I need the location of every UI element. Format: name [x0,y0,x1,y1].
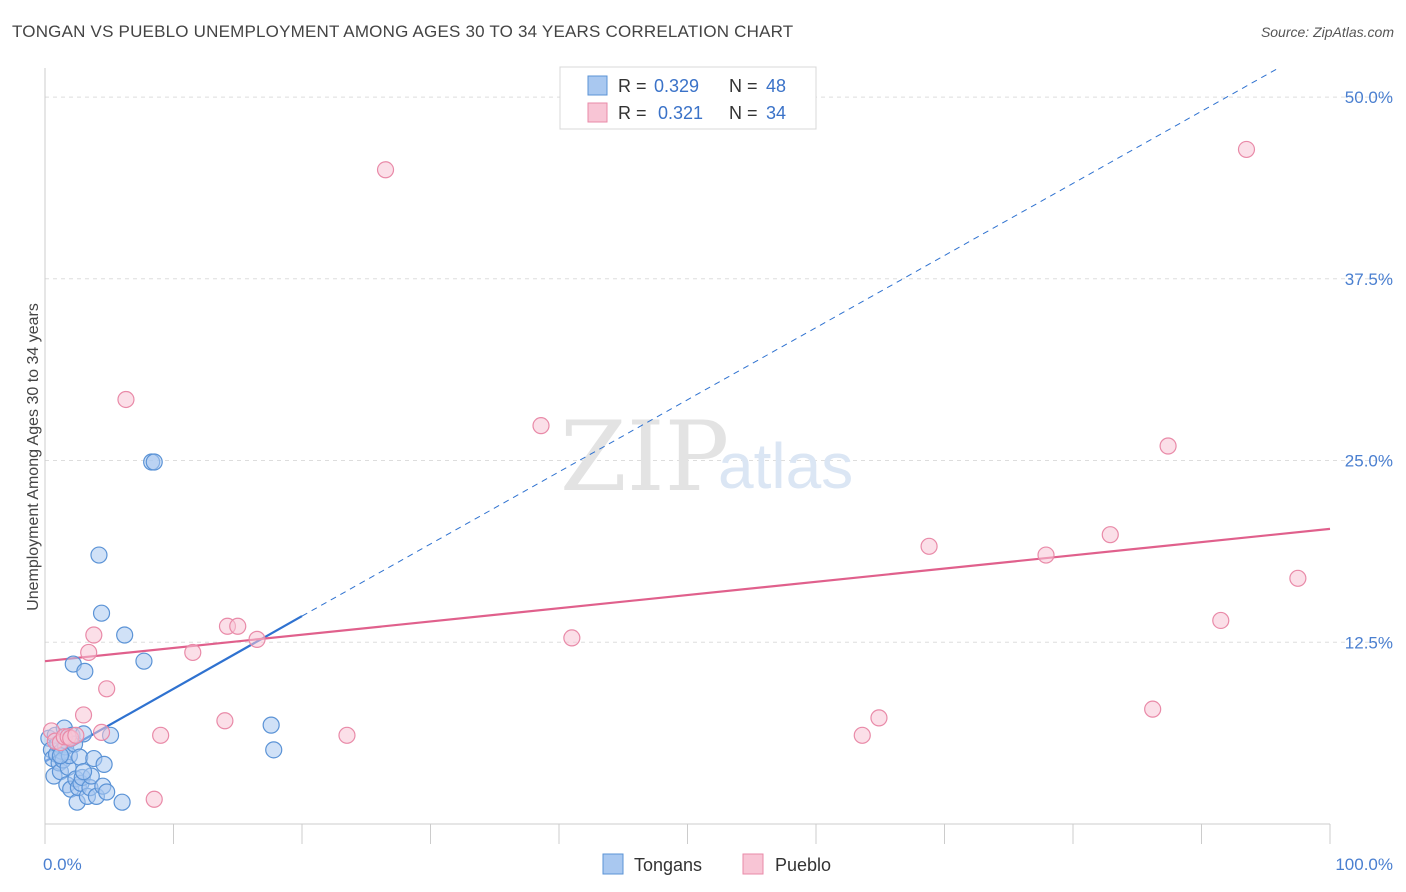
chart-title: TONGAN VS PUEBLO UNEMPLOYMENT AMONG AGES… [12,22,794,41]
watermark-atlas: atlas [718,430,853,502]
pueblo-point-31 [1212,611,1230,630]
pueblo-point-18 [229,617,247,635]
tongans-point-34 [92,604,111,622]
tongans-trend-line-1 [301,67,1279,617]
pueblo-point-21 [376,161,395,179]
tongans-bottom-label: Tongans [634,855,702,875]
pueblo-r-label: R = [618,103,647,123]
axes [44,68,1331,844]
x-tick-label-1: 100.0% [1335,855,1393,874]
tongans-point-23 [71,748,89,766]
pueblo-n-value: 34 [766,103,786,123]
x-tick-labels: 0.0% 100.0% [43,855,1393,874]
tongans-point-44 [262,716,280,734]
tongans-bottom-swatch [602,853,624,875]
watermark: ZIP atlas [560,401,853,513]
pueblo-point-7 [74,706,93,724]
tongans-point-41 [135,652,153,670]
pueblo-point-32 [1237,140,1256,159]
tongans-point-37 [98,783,116,801]
pueblo-point-15 [184,643,202,662]
y-axis-label: Unemployment Among Ages 30 to 34 years [25,303,42,611]
pueblo-legend-swatch [587,102,608,123]
tongans-n-value: 48 [766,76,786,96]
pueblo-point-29 [1144,700,1162,718]
tongans-r-value: 0.329 [654,76,699,96]
pueblo-point-8 [80,643,98,662]
pueblo-point-20 [338,726,356,744]
pueblo-point-16 [216,712,234,730]
pueblo-r-value: 0.321 [658,103,703,123]
pueblo-point-27 [1037,546,1055,564]
tongans-point-33 [90,546,108,564]
pueblo-point-28 [1101,526,1119,544]
tongans-point-27 [76,662,94,680]
pueblo-point-13 [145,790,163,808]
x-tick-label-0: 0.0% [43,855,82,874]
pueblo-point-12 [117,390,135,409]
tongans-point-47 [74,763,93,781]
pueblo-point-10 [92,723,111,742]
pueblo-point-30 [1159,437,1177,455]
pueblo-point-22 [532,417,550,435]
pueblo-point-23 [563,629,581,647]
data-points [40,140,1307,811]
pueblo-bottom-swatch [742,853,764,875]
pueblo-point-11 [98,680,116,698]
pueblo-point-24 [853,726,871,744]
tongans-point-45 [265,741,283,759]
tongans-r-label: R = [618,76,647,96]
y-tick-label-0: 12.5% [1345,633,1393,652]
tongans-point-43 [145,453,163,471]
pueblo-point-33 [1289,569,1307,587]
bottom-legend: Tongans Pueblo [602,853,831,875]
grid-lines [45,96,1392,643]
source-label: Source: ZipAtlas.com [1260,24,1394,40]
pueblo-point-6 [67,726,85,744]
pueblo-bottom-label: Pueblo [775,855,831,875]
watermark-zip: ZIP [560,401,729,513]
y-tick-label-3: 50.0% [1345,88,1393,107]
y-tick-label-1: 25.0% [1345,452,1393,471]
pueblo-trend-line-2 [44,527,1331,663]
pueblo-point-9 [85,626,103,644]
pueblo-point-26 [920,537,938,555]
tongans-point-36 [95,755,113,773]
y-tick-labels: 12.5% 25.0% 37.5% 50.0% [1345,88,1393,652]
pueblo-point-25 [870,709,888,727]
tongans-point-40 [116,626,134,644]
tongans-n-label: N = [729,76,758,96]
y-tick-label-2: 37.5% [1345,270,1393,289]
pueblo-point-19 [248,630,266,648]
tongans-point-39 [113,793,131,811]
pueblo-n-label: N = [729,103,758,123]
pueblo-point-14 [152,726,170,744]
tongans-legend-swatch [587,75,608,96]
top-legend: R = 0.329 N = 48 R = 0.321 N = 34 [559,66,817,130]
